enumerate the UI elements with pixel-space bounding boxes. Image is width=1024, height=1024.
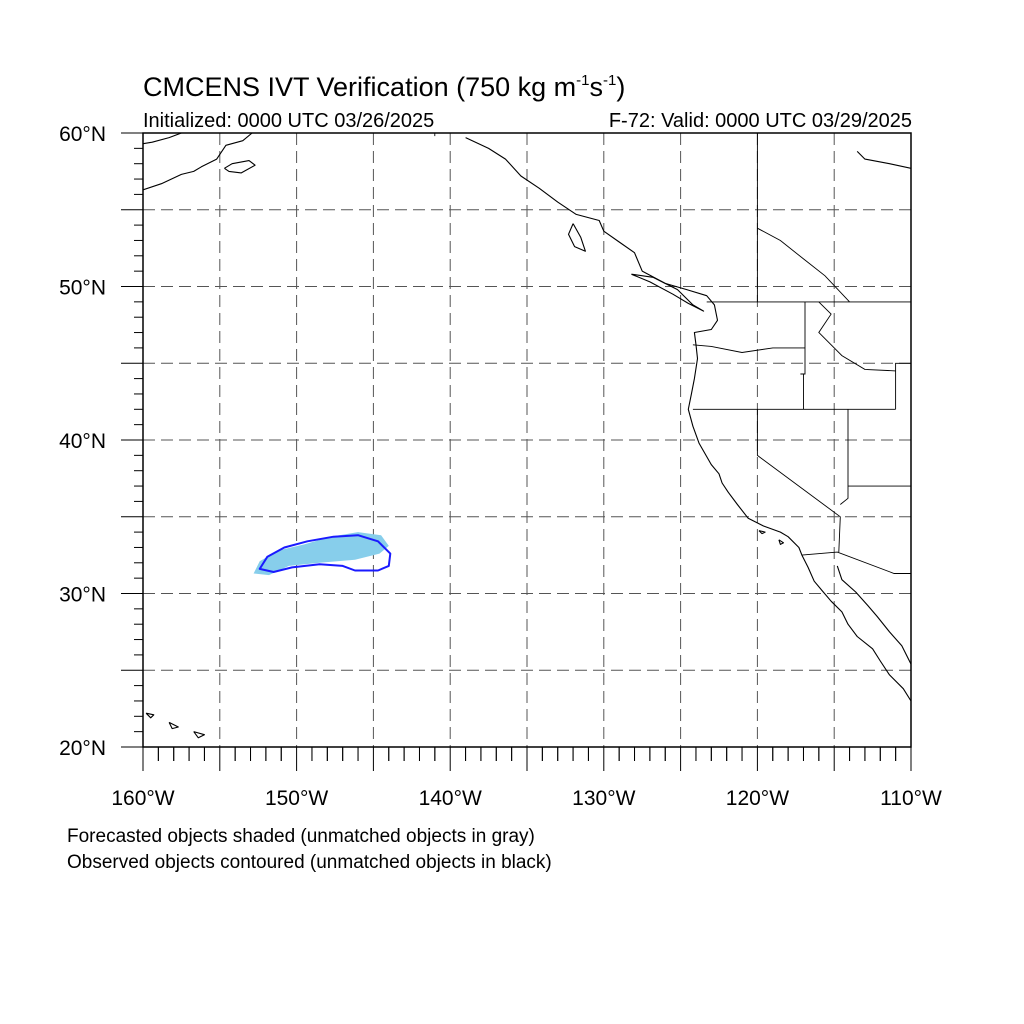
- lon-label: 130°W: [572, 787, 635, 810]
- political-border: [800, 301, 806, 375]
- lon-label: 120°W: [726, 787, 789, 810]
- lon-label: 110°W: [880, 787, 942, 810]
- graticule: [143, 133, 911, 747]
- coastline: [143, 133, 182, 145]
- axis-labels: 160°W 150°W 140°W 130°W 120°W 110°W 60°N 50°N 40…: [59, 123, 942, 810]
- observed-layer: [258, 534, 392, 573]
- coastline: [224, 160, 256, 174]
- forecast-layer: [253, 532, 389, 576]
- political-border: [840, 409, 849, 505]
- political-border: [692, 344, 805, 353]
- init-time-label: Initialized: 0000 UTC 03/26/2025: [143, 110, 435, 132]
- political-border: [801, 551, 911, 574]
- lat-label: 30°N: [59, 584, 106, 607]
- coastline: [758, 530, 766, 535]
- coastline: [193, 731, 205, 739]
- lon-label: 150°W: [265, 787, 328, 810]
- coastline: [168, 721, 179, 730]
- observed-object-contour: [258, 534, 392, 573]
- axis-ticks: [121, 132, 912, 771]
- political-border: [756, 409, 841, 553]
- political-border: [895, 362, 911, 410]
- border-layer: [434, 133, 911, 574]
- political-border: [818, 301, 896, 372]
- coastline: [206, 750, 220, 761]
- coastline-layer: [143, 133, 911, 761]
- lon-label: 140°W: [419, 787, 482, 810]
- lat-label: 40°N: [59, 430, 106, 453]
- forecast-caption: Forecasted objects shaded (unmatched obj…: [67, 826, 535, 847]
- chart-title: CMCENS IVT Verification (750 kg m-1s-1): [143, 72, 626, 102]
- lat-label: 20°N: [59, 737, 106, 760]
- observed-caption: Observed objects contoured (unmatched ob…: [67, 852, 552, 873]
- coastline: [465, 137, 911, 702]
- lat-label: 60°N: [59, 123, 106, 146]
- coastline: [856, 151, 911, 169]
- coastline: [145, 712, 155, 719]
- forecast-object: [253, 532, 389, 576]
- coastline: [567, 223, 586, 252]
- lat-label: 50°N: [59, 277, 106, 300]
- coastline: [143, 133, 253, 191]
- coastline: [631, 273, 705, 312]
- coastline: [836, 565, 911, 665]
- lon-label: 160°W: [111, 787, 174, 810]
- coastline: [778, 539, 785, 545]
- valid-time-label: F-72: Valid: 0000 UTC 03/29/2025: [608, 110, 912, 132]
- political-border: [757, 227, 850, 303]
